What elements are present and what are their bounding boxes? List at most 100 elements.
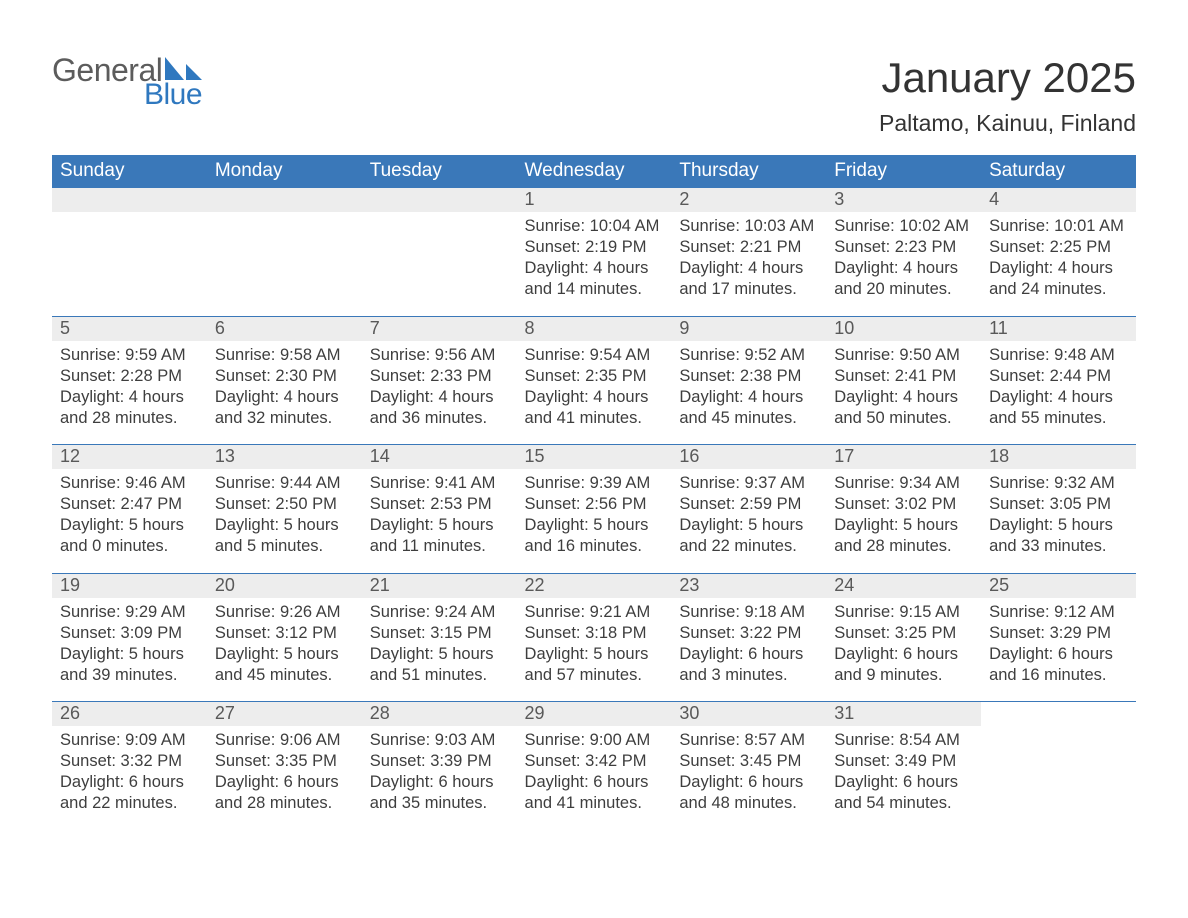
sunrise: Sunrise: 9:34 AM [834,473,973,494]
week-row: 1Sunrise: 10:04 AMSunset: 2:19 PMDayligh… [52,188,1136,316]
daylight-line1: Daylight: 4 hours [60,387,199,408]
week-row: 5Sunrise: 9:59 AMSunset: 2:28 PMDaylight… [52,317,1136,445]
day-body: Sunrise: 8:54 AMSunset: 3:49 PMDaylight:… [826,726,981,820]
day-number: 12 [52,445,207,469]
day-cell: 13Sunrise: 9:44 AMSunset: 2:50 PMDayligh… [207,445,362,573]
day-cell: 9Sunrise: 9:52 AMSunset: 2:38 PMDaylight… [671,317,826,445]
sunset: Sunset: 3:39 PM [370,751,509,772]
day-cell: 27Sunrise: 9:06 AMSunset: 3:35 PMDayligh… [207,702,362,830]
sunrise: Sunrise: 9:50 AM [834,345,973,366]
daylight-line2: and 16 minutes. [989,665,1128,686]
sunrise: Sunrise: 9:46 AM [60,473,199,494]
sunset: Sunset: 2:59 PM [679,494,818,515]
day-cell: 31Sunrise: 8:54 AMSunset: 3:49 PMDayligh… [826,702,981,830]
sunset: Sunset: 2:19 PM [525,237,664,258]
day-number: 30 [671,702,826,726]
daylight-line2: and 39 minutes. [60,665,199,686]
day-cell: 7 Sunrise: 9:56 AMSunset: 2:33 PMDaylight… [362,317,517,445]
daylight-line2: and 0 minutes. [60,536,199,557]
day-number: 24 [826,574,981,598]
calendar-head: Sunday Monday Tuesday Wednesday Thursday… [52,155,1136,188]
day-number: 17 [826,445,981,469]
sunset: Sunset: 3:42 PM [525,751,664,772]
sunset: Sunset: 2:33 PM [370,366,509,387]
location: Paltamo, Kainuu, Finland [879,110,1136,137]
day-cell: 4Sunrise: 10:01 AMSunset: 2:25 PMDayligh… [981,188,1136,316]
sunset: Sunset: 2:53 PM [370,494,509,515]
daylight-line1: Daylight: 4 hours [834,258,973,279]
daylight-line2: and 22 minutes. [60,793,199,814]
daylight-line2: and 22 minutes. [679,536,818,557]
sunset: Sunset: 3:49 PM [834,751,973,772]
day-cell: 26Sunrise: 9:09 AMSunset: 3:32 PMDayligh… [52,702,207,830]
day-cell: 23Sunrise: 9:18 AMSunset: 3:22 PMDayligh… [671,574,826,702]
day-number: 22 [517,574,672,598]
sunset: Sunset: 3:02 PM [834,494,973,515]
sunset: Sunset: 2:35 PM [525,366,664,387]
sunset: Sunset: 3:05 PM [989,494,1128,515]
daylight-line2: and 17 minutes. [679,279,818,300]
sunset: Sunset: 2:41 PM [834,366,973,387]
sunset: Sunset: 3:45 PM [679,751,818,772]
sunrise: Sunrise: 9:06 AM [215,730,354,751]
sunset: Sunset: 2:50 PM [215,494,354,515]
daylight-line2: and 9 minutes. [834,665,973,686]
day-number: 9 [671,317,826,341]
day-number: 5 [52,317,207,341]
page: General Blue January 2025 Paltamo, Kainu… [0,0,1188,870]
daylight-line1: Daylight: 5 hours [215,515,354,536]
daylight-line2: and 35 minutes. [370,793,509,814]
daylight-line2: and 50 minutes. [834,408,973,429]
day-cell: 14Sunrise: 9:41 AMSunset: 2:53 PMDayligh… [362,445,517,573]
day-number: 21 [362,574,517,598]
day-number: 31 [826,702,981,726]
day-number: 4 [981,188,1136,212]
sunrise: Sunrise: 9:56 AM [370,345,509,366]
logo: General Blue [52,54,206,110]
sunrise: Sunrise: 9:44 AM [215,473,354,494]
sunrise: Sunrise: 9:29 AM [60,602,199,623]
day-number: 3 [826,188,981,212]
daylight-line1: Daylight: 4 hours [679,387,818,408]
day-cell: 1Sunrise: 10:04 AMSunset: 2:19 PMDayligh… [517,188,672,316]
dow-saturday: Saturday [981,155,1136,188]
daylight-line1: Daylight: 5 hours [215,644,354,665]
day-cell: 24Sunrise: 9:15 AMSunset: 3:25 PMDayligh… [826,574,981,702]
day-cell [362,188,517,316]
sunrise: Sunrise: 9:00 AM [525,730,664,751]
day-number: 20 [207,574,362,598]
daylight-line1: Daylight: 4 hours [370,387,509,408]
day-body: Sunrise: 9:59 AMSunset: 2:28 PMDaylight:… [52,341,207,435]
day-number: 7 [362,317,517,341]
sunset: Sunset: 2:56 PM [525,494,664,515]
day-body: Sunrise: 9:12 AMSunset: 3:29 PMDaylight:… [981,598,1136,692]
daylight-line2: and 55 minutes. [989,408,1128,429]
day-cell: 10Sunrise: 9:50 AMSunset: 2:41 PMDayligh… [826,317,981,445]
daylight-line2: and 28 minutes. [834,536,973,557]
sunset: Sunset: 3:18 PM [525,623,664,644]
sunrise: Sunrise: 9:12 AM [989,602,1128,623]
day-number: 11 [981,317,1136,341]
day-cell: 30Sunrise: 8:57 AMSunset: 3:45 PMDayligh… [671,702,826,830]
day-body: Sunrise: 9:15 AMSunset: 3:25 PMDaylight:… [826,598,981,692]
daylight-line2: and 54 minutes. [834,793,973,814]
day-body: Sunrise: 9:03 AMSunset: 3:39 PMDaylight:… [362,726,517,820]
dow-wednesday: Wednesday [517,155,672,188]
sunrise: Sunrise: 9:15 AM [834,602,973,623]
month-title: January 2025 [879,54,1136,102]
sunset: Sunset: 3:22 PM [679,623,818,644]
daylight-line1: Daylight: 5 hours [60,644,199,665]
sunrise: Sunrise: 9:48 AM [989,345,1128,366]
sunrise: Sunrise: 9:18 AM [679,602,818,623]
day-cell: 6Sunrise: 9:58 AMSunset: 2:30 PMDaylight… [207,317,362,445]
day-cell: 25Sunrise: 9:12 AMSunset: 3:29 PMDayligh… [981,574,1136,702]
day-number-empty [207,188,362,212]
daylight-line1: Daylight: 5 hours [679,515,818,536]
day-body: Sunrise: 10:04 AMSunset: 2:19 PMDaylight… [517,212,672,306]
daylight-line1: Daylight: 6 hours [679,772,818,793]
day-body: Sunrise: 9:48 AMSunset: 2:44 PMDaylight:… [981,341,1136,435]
day-body: Sunrise: 9:54 AMSunset: 2:35 PMDaylight:… [517,341,672,435]
day-cell [52,188,207,316]
day-body: Sunrise: 8:57 AMSunset: 3:45 PMDaylight:… [671,726,826,820]
sunrise: Sunrise: 9:09 AM [60,730,199,751]
